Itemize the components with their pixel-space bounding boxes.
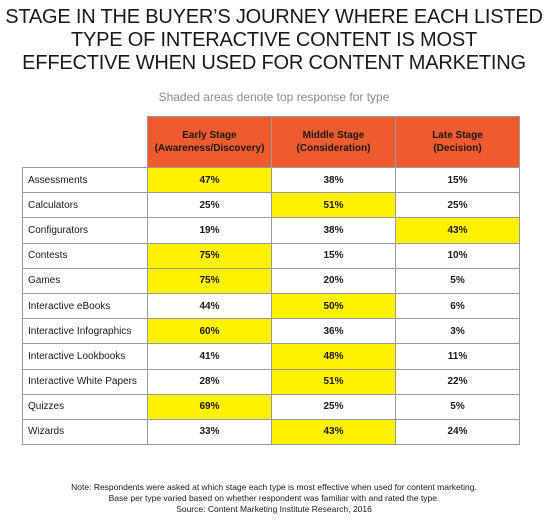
value-cell-top: 43% (395, 217, 520, 244)
table-body: Assessments 47% 38% 15% Calculators 25% 51% 25%… (22, 166, 520, 446)
row-label: Calculators (22, 192, 148, 219)
value-cell-top: 47% (147, 166, 272, 194)
value-cell: 20% (271, 267, 396, 294)
table-row: Contests 75% 15% 10% (22, 242, 520, 269)
value-cell: 38% (271, 166, 396, 194)
chart-title: STAGE IN THE BUYER’S JOURNEY WHERE EACH … (0, 6, 548, 75)
row-label: Games (22, 267, 148, 294)
value-cell-top: 75% (147, 267, 272, 294)
value-cell: 28% (147, 368, 272, 395)
value-cell: 41% (147, 343, 272, 370)
row-label: Wizards (22, 418, 148, 446)
value-cell: 5% (395, 267, 520, 294)
value-cell-top: 60% (147, 318, 272, 345)
value-cell-top: 51% (271, 368, 396, 395)
table-row: Quizzes 69% 25% 5% (22, 393, 520, 420)
value-cell: 36% (271, 318, 396, 345)
column-header-middle: Middle Stage (Consideration) (271, 116, 396, 168)
row-label: Interactive eBooks (22, 292, 148, 320)
value-cell: 25% (147, 192, 272, 219)
value-cell: 19% (147, 217, 272, 244)
value-cell: 38% (271, 217, 396, 244)
row-label: Contests (22, 242, 148, 269)
value-cell: 5% (395, 393, 520, 420)
value-cell: 11% (395, 343, 520, 370)
row-label: Interactive Infographics (22, 318, 148, 345)
chart-subtitle: Shaded areas denote top response for typ… (158, 90, 390, 104)
row-label: Configurators (22, 217, 148, 244)
title-line: TYPE OF INTERACTIVE CONTENT IS MOST (71, 29, 477, 51)
table-row: Assessments 47% 38% 15% (22, 166, 520, 194)
table-row: Calculators 25% 51% 25% (22, 192, 520, 219)
stage-table: Early Stage (Awareness/Discovery) Middle… (22, 116, 520, 446)
value-cell-top: 75% (147, 242, 272, 269)
value-cell-top: 69% (147, 393, 272, 420)
value-cell: 44% (147, 292, 272, 320)
value-cell-top: 50% (271, 292, 396, 320)
column-header-line: (Decision) (433, 143, 482, 154)
column-header-line: Late Stage (432, 130, 483, 141)
value-cell-top: 43% (271, 418, 396, 446)
row-label: Assessments (22, 166, 148, 194)
column-header-line: Early Stage (182, 130, 237, 141)
title-line: STAGE IN THE BUYER’S JOURNEY WHERE EACH … (5, 6, 543, 28)
footnote-line: Source: Content Marketing Institute Rese… (176, 504, 372, 514)
footnote-line: Note: Respondents were asked at which st… (71, 482, 477, 492)
row-label: Quizzes (22, 393, 148, 420)
table-row: Interactive Infographics 60% 36% 3% (22, 318, 520, 345)
footnote: Note: Respondents were asked at which st… (0, 482, 548, 515)
value-cell: 15% (271, 242, 396, 269)
value-cell-top: 48% (271, 343, 396, 370)
column-header-line: (Awareness/Discovery) (154, 143, 265, 154)
footnote-line: Base per type varied based on whether re… (108, 493, 440, 503)
column-header-line: Middle Stage (302, 130, 365, 141)
table-row: Configurators 19% 38% 43% (22, 217, 520, 244)
title-line: EFFECTIVE WHEN USED FOR CONTENT MARKETIN… (22, 52, 526, 74)
value-cell: 25% (395, 192, 520, 219)
value-cell: 25% (271, 393, 396, 420)
value-cell: 15% (395, 166, 520, 194)
value-cell: 33% (147, 418, 272, 446)
value-cell-top: 51% (271, 192, 396, 219)
corner-cell (22, 116, 148, 168)
row-label: Interactive Lookbooks (22, 343, 148, 370)
value-cell: 10% (395, 242, 520, 269)
table-row: Interactive White Papers 28% 51% 22% (22, 368, 520, 395)
value-cell: 22% (395, 368, 520, 395)
table-row: Wizards 33% 43% 24% (22, 418, 520, 446)
header-row: Early Stage (Awareness/Discovery) Middle… (22, 116, 520, 168)
column-header-early: Early Stage (Awareness/Discovery) (147, 116, 272, 168)
column-header-line: (Consideration) (296, 143, 371, 154)
table-row: Interactive Lookbooks 41% 48% 11% (22, 343, 520, 370)
value-cell: 24% (395, 418, 520, 446)
column-header-late: Late Stage (Decision) (395, 116, 520, 168)
value-cell: 3% (395, 318, 520, 345)
row-label: Interactive White Papers (22, 368, 148, 395)
table-row: Games 75% 20% 5% (22, 267, 520, 294)
value-cell: 6% (395, 292, 520, 320)
table-row: Interactive eBooks 44% 50% 6% (22, 292, 520, 320)
